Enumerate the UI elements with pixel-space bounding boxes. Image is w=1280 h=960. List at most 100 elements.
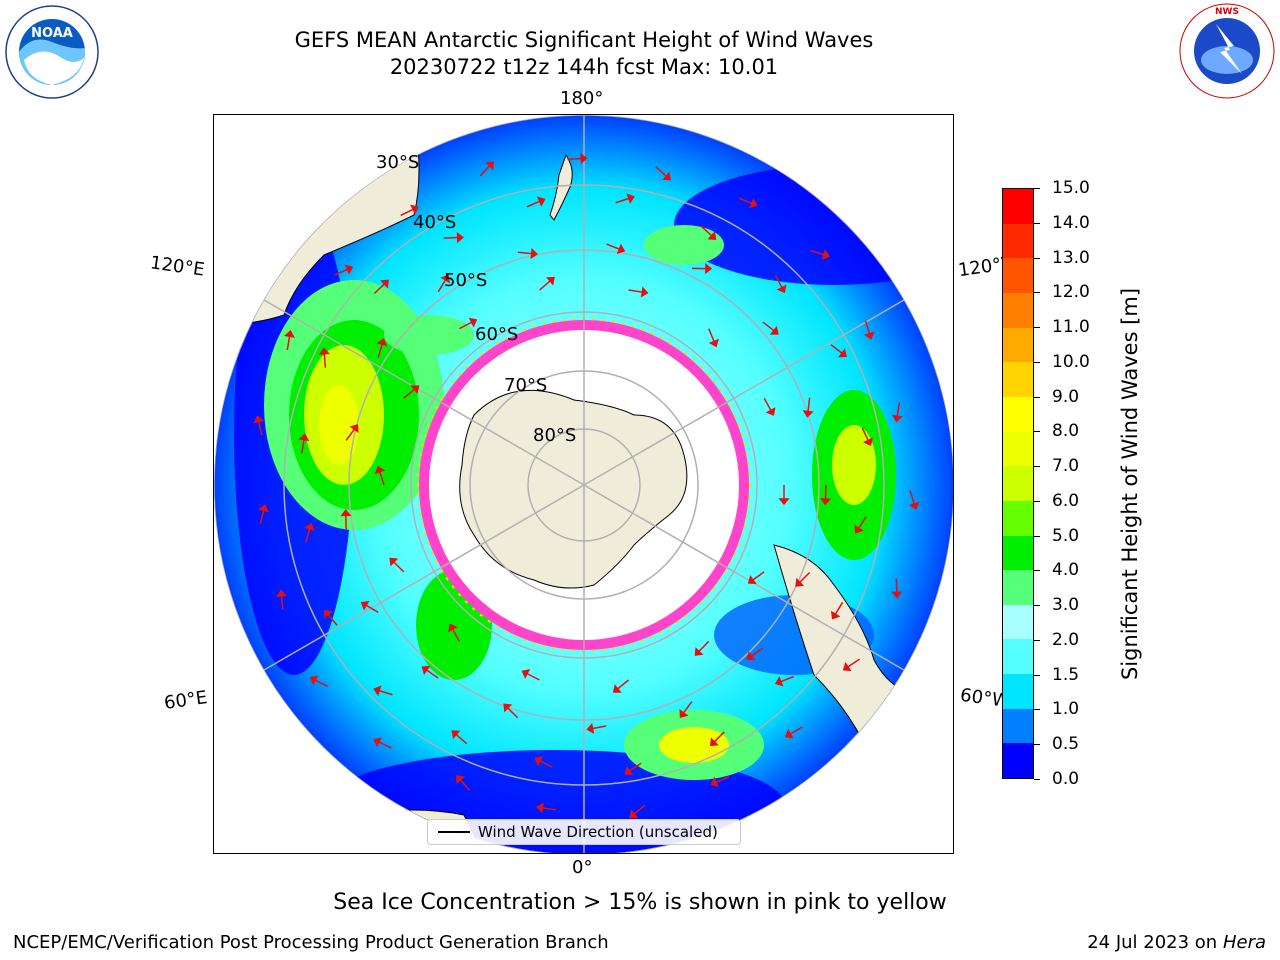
wind-wave-arrowhead [640,286,649,298]
wind-wave-arrowhead [774,676,784,687]
colorbar-tick-label: 12.0 [1052,282,1090,303]
wind-wave-arrow [378,741,392,749]
wind-wave-arrow [437,279,447,293]
wind-wave-arrowhead [747,575,757,585]
colorbar-tick-mark [1034,466,1040,468]
wind-wave-arrowhead [374,465,386,475]
wind-wave-arrow [301,439,305,454]
colorbar-tick-label: 5.0 [1052,525,1080,546]
wind-wave-arrowhead [769,325,779,335]
wind-wave-arrowhead [304,522,315,531]
colorbar-segment [1003,500,1033,536]
wind-wave-arrowhead [389,557,399,567]
wind-wave-arrowhead [376,338,388,347]
wind-wave-arrow [539,280,551,291]
wind-wave-arrowhead [298,433,310,442]
wind-wave-arrows [253,152,920,819]
wind-wave-arrow [799,571,811,583]
wind-wave-arrowhead [616,243,626,255]
wind-wave-arrow [861,427,869,441]
wind-wave-arrow [789,726,803,735]
wind-wave-arrow [286,336,291,351]
colorbar-tick-label: 9.0 [1052,386,1080,407]
wind-wave-arrowhead [456,232,464,244]
polar-map [213,114,954,854]
wind-wave-arrow [698,640,710,652]
wind-wave-arrow [633,804,646,815]
wind-wave-arrowhead [795,577,805,587]
colorbar-tick-mark [1034,188,1040,189]
wind-wave-arrow [774,274,783,289]
wind-wave-arrow [567,157,582,161]
colorbar-tick-mark [1034,535,1040,537]
wind-wave-arrow [606,243,620,250]
lon-label-180: 180° [560,88,604,109]
lon-label-120e: 120°E [148,252,206,281]
wind-wave-arrow [542,807,557,811]
colorbar-tick-label: 1.5 [1052,664,1080,685]
lat-label-50s: 50°S [444,270,488,291]
wind-wave-arrow [738,197,753,205]
colorbar-segment [1003,466,1033,501]
wind-wave-arrowhead [863,331,875,340]
wind-wave-arrowhead [373,685,382,697]
new-zealand-landmass [549,153,573,221]
legend-label: Wind Wave Direction (unscaled) [478,823,718,841]
colorbar-tick-mark [1034,222,1040,224]
graticule [214,115,953,853]
wind-wave-arrow [280,595,284,610]
colorbar-tick-mark [1034,431,1040,433]
wind-wave-arrowhead [626,193,635,204]
wind-wave-arrowhead [662,171,672,181]
wind-wave-arrow [682,701,693,714]
legend-line-icon [438,831,470,833]
wind-wave-arrowhead [802,410,814,418]
lat-label-40s: 40°S [413,212,457,233]
wind-wave-arrow [443,236,458,239]
wind-wave-arrow [617,679,629,690]
wind-wave-arrowhead [253,415,265,424]
lat-label-80s: 80°S [533,425,577,446]
lon-label-0: 0° [572,857,593,878]
wind-wave-arrowhead [709,737,719,747]
wind-wave-arrowhead [624,765,634,776]
wind-wave-arrowhead [705,263,713,275]
colorbar-tick-label: 3.0 [1052,595,1080,616]
colorbar-segment [1003,604,1033,640]
svg-text:NOAA: NOAA [31,26,73,41]
wind-wave-arrow [334,268,348,276]
colorbar-segment [1003,189,1033,224]
wind-wave-arrowhead [530,247,538,260]
wind-wave-arrow [377,343,383,358]
wind-wave-arrowhead [842,661,852,672]
wind-wave-arrowhead [275,589,288,598]
wind-wave-arrow [526,200,541,208]
wind-wave-arrowhead [309,675,319,686]
wind-wave-arrowhead [521,669,531,679]
wind-wave-arrow [762,321,775,332]
footer-date: 24 Jul 2023 on [1087,932,1223,953]
colorbar-tick-mark [1034,292,1040,294]
wind-wave-arrowhead [679,709,689,718]
colorbar-segment [1003,223,1033,259]
wind-wave-arrowhead [819,498,832,506]
wind-wave-arrowhead [440,274,450,284]
wind-wave-arrow [257,421,263,436]
wind-wave-arrow [857,516,867,529]
wind-wave-arrow [810,249,825,256]
colorbar-segment [1003,431,1033,467]
wind-wave-arrow [750,647,764,657]
wind-wave-arrow [458,321,473,330]
colorbar-tick-label: 2.0 [1052,629,1080,650]
wind-wave-arrowhead [324,609,333,619]
colorbar-tick-label: 4.0 [1052,560,1080,581]
footer-right: 24 Jul 2023 on Hera [1087,932,1266,953]
wind-wave-arrowhead [765,407,776,416]
colorbar-segment [1003,396,1033,432]
colorbar-tick-label: 8.0 [1052,421,1080,442]
colorbar-tick-mark [1034,570,1040,572]
wind-wave-arrowhead [468,317,478,328]
colorbar-tick-label: 0.5 [1052,734,1080,755]
chart-subtitle: 20230722 t12z 144h fcst Max: 10.01 [389,55,779,79]
wind-wave-arrow [393,561,405,573]
